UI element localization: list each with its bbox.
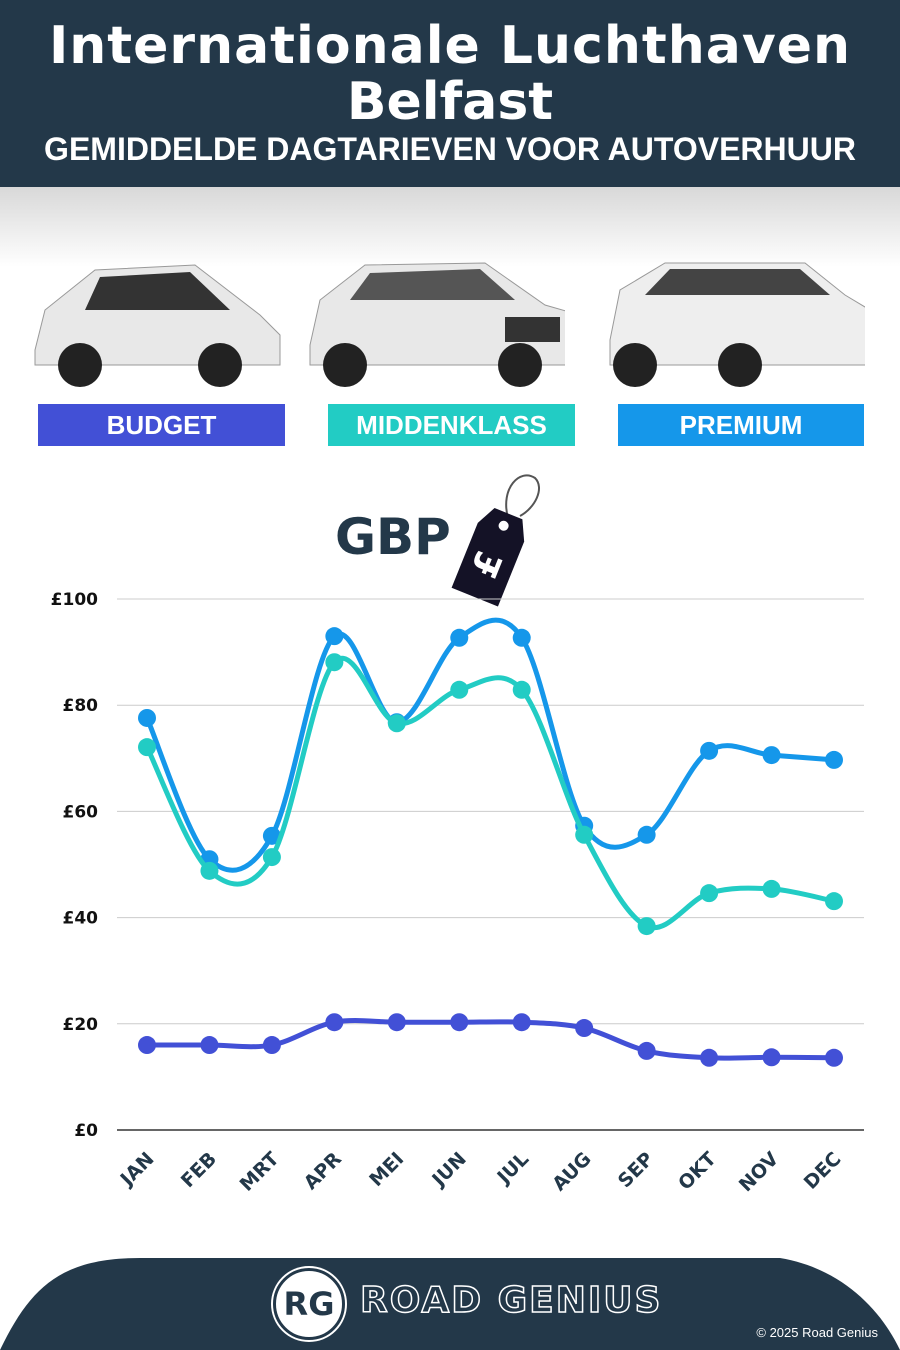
data-point-middenklass bbox=[762, 879, 781, 898]
x-tick-label: NOV bbox=[735, 1148, 783, 1196]
x-tick-label: AUG bbox=[548, 1148, 595, 1195]
data-point-budget bbox=[325, 1013, 344, 1032]
data-point-premium bbox=[637, 825, 656, 844]
y-tick-label: £0 bbox=[74, 1121, 98, 1141]
data-point-budget bbox=[387, 1013, 406, 1032]
y-tick-label: £20 bbox=[63, 1015, 99, 1035]
data-point-budget bbox=[262, 1036, 281, 1055]
data-point-middenklass bbox=[700, 884, 719, 903]
title-line-1: Internationale Luchthaven bbox=[48, 16, 852, 76]
data-point-premium bbox=[325, 627, 344, 646]
premium-car-image bbox=[609, 262, 865, 387]
data-point-budget bbox=[512, 1013, 531, 1032]
data-point-middenklass bbox=[512, 680, 531, 699]
legend-budget: BUDGET bbox=[38, 404, 285, 446]
data-point-budget bbox=[450, 1013, 469, 1032]
series-line-middenklass bbox=[144, 656, 835, 931]
x-tick-label: APR bbox=[300, 1148, 346, 1194]
data-point-middenklass bbox=[387, 714, 406, 733]
midsize-car-image bbox=[309, 262, 565, 387]
data-point-budget bbox=[200, 1036, 219, 1055]
footer bbox=[0, 1258, 900, 1350]
x-tick-label: JUL bbox=[492, 1148, 533, 1189]
data-point-middenklass bbox=[575, 825, 594, 844]
data-point-premium bbox=[762, 746, 781, 765]
y-tick-label: £40 bbox=[63, 909, 99, 929]
copyright: © 2025 Road Genius bbox=[756, 1325, 878, 1340]
subtitle: GEMIDDELDE DAGTARIEVEN VOOR AUTOVERHUUR bbox=[44, 131, 856, 167]
price-tag-icon: £ bbox=[451, 474, 540, 607]
legend-premium: PREMIUM bbox=[618, 404, 864, 446]
x-tick-label: FEB bbox=[177, 1148, 221, 1192]
data-point-premium bbox=[138, 708, 156, 727]
data-point-premium bbox=[825, 750, 843, 769]
data-point-budget bbox=[637, 1041, 656, 1060]
data-point-middenklass bbox=[200, 861, 219, 880]
line-chart: £0 £20 £40 £60 £80 £100 JAN FEB MRT APR MEI JUN JUL A… bbox=[51, 590, 864, 1196]
data-point-middenklass bbox=[262, 848, 281, 867]
x-tick-label: SEP bbox=[614, 1148, 658, 1192]
data-point-middenklass bbox=[325, 653, 344, 672]
title-line-2: Belfast bbox=[346, 72, 554, 132]
x-tick-label: OKT bbox=[674, 1148, 721, 1195]
legend-middenklass: MIDDENKLASS bbox=[328, 404, 575, 446]
data-point-middenklass bbox=[450, 680, 469, 699]
currency-label: GBP bbox=[335, 508, 451, 566]
data-point-middenklass bbox=[138, 738, 156, 757]
budget-car-image bbox=[34, 264, 281, 387]
data-point-budget bbox=[700, 1048, 719, 1067]
data-point-budget bbox=[575, 1019, 594, 1038]
data-point-budget bbox=[138, 1036, 156, 1055]
road-genius-logo: RG bbox=[273, 1268, 345, 1340]
data-point-premium bbox=[512, 628, 531, 647]
data-point-premium bbox=[700, 741, 719, 760]
y-tick-label: £60 bbox=[63, 802, 99, 822]
x-tick-label: MRT bbox=[236, 1148, 284, 1196]
data-point-premium bbox=[262, 826, 281, 845]
data-point-middenklass bbox=[637, 917, 656, 936]
series-line-premium bbox=[144, 617, 835, 873]
header: Internationale Luchthaven Belfast GEMIDD… bbox=[0, 0, 900, 187]
data-point-budget bbox=[762, 1048, 781, 1067]
data-point-middenklass bbox=[825, 892, 843, 911]
series-line-budget bbox=[146, 1018, 835, 1061]
data-point-premium bbox=[450, 628, 469, 647]
y-tick-label: £100 bbox=[51, 590, 98, 610]
x-tick-label: MEI bbox=[365, 1148, 408, 1191]
brand-name: ROAD GENIUS bbox=[359, 1279, 663, 1322]
data-point-budget bbox=[825, 1048, 843, 1067]
header-shadow bbox=[0, 187, 900, 267]
x-tick-label: JAN bbox=[115, 1148, 159, 1192]
y-tick-label: £80 bbox=[63, 696, 99, 716]
x-tick-label: JUN bbox=[427, 1148, 471, 1192]
x-tick-label: DEC bbox=[800, 1148, 846, 1194]
